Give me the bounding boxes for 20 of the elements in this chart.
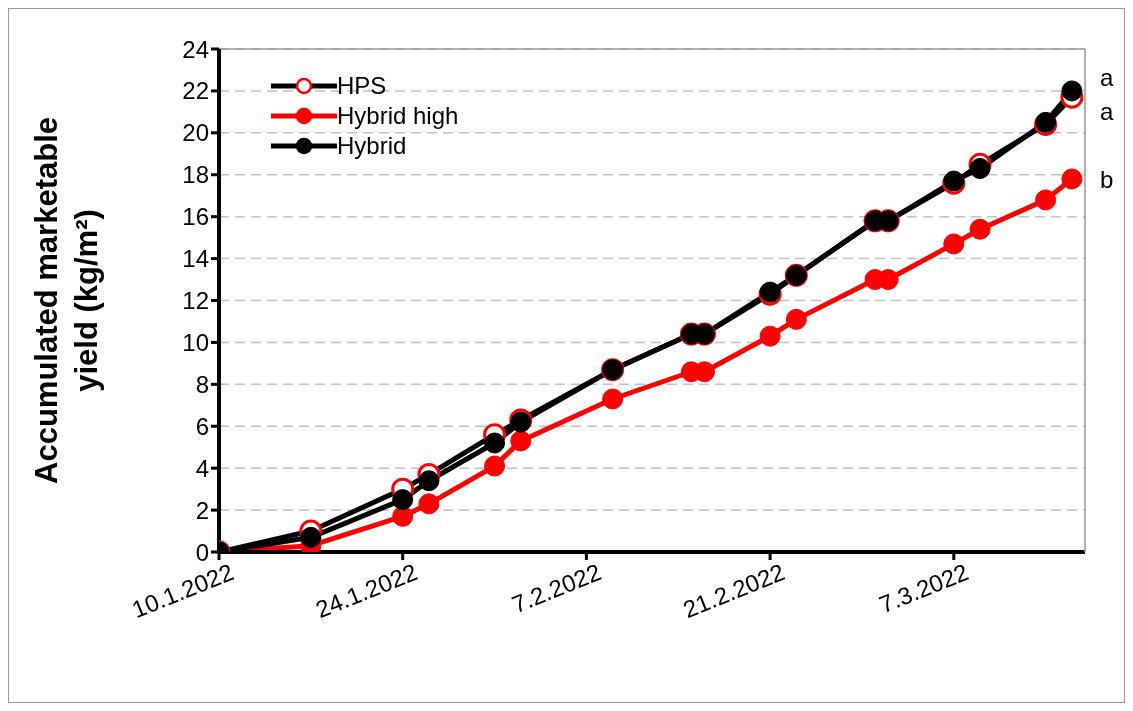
y-tick-label: 8 [195, 370, 209, 398]
legend-label: HPS [337, 72, 387, 100]
annotation: a [1099, 98, 1114, 126]
y-tick-label: 22 [182, 77, 209, 105]
y-tick-label: 14 [182, 245, 209, 273]
y-tick-label: 20 [182, 119, 209, 147]
annotation: a [1099, 64, 1114, 92]
legend-label: Hybrid [337, 132, 407, 160]
y-tick-label: 10 [182, 328, 209, 356]
y-axis-title: Accumulated marketable yield (kg/m²) [29, 117, 104, 484]
y-tick-label: 16 [182, 203, 209, 231]
y-tick-label: 2 [195, 496, 209, 524]
y-tick-label: 0 [195, 538, 209, 566]
y-tick-label: 24 [182, 35, 209, 63]
annotation: b [1099, 165, 1114, 193]
y-tick-label: 6 [195, 412, 209, 440]
y-tick-label: 4 [195, 454, 209, 482]
legend-label: Hybrid high [337, 102, 459, 130]
y-tick-label: 12 [182, 287, 209, 315]
y-tick-label: 18 [182, 161, 209, 189]
